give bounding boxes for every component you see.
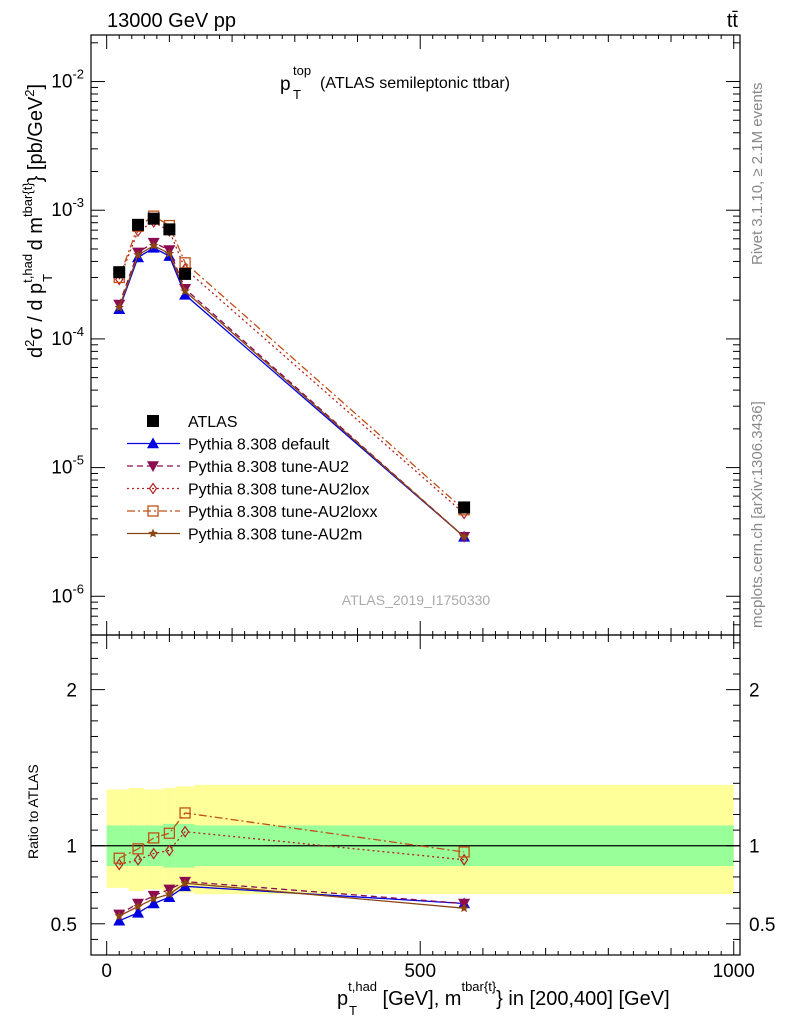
ratio-point (148, 832, 160, 844)
ratio-point (163, 827, 176, 839)
bottom-y-axis-label: Ratio to ATLAS (25, 764, 41, 859)
data-point (458, 501, 471, 514)
y-tick-label-right: 1 (749, 837, 760, 858)
y-tick-label: 2 (66, 681, 77, 702)
ratio-point (149, 847, 158, 860)
top-panel: 10-6 10-5 10-4 10-3 10-2 (51, 34, 741, 636)
data-point (133, 249, 143, 259)
series-line (118, 215, 465, 511)
data-point (163, 223, 176, 236)
data-point (132, 218, 145, 231)
series-line (118, 221, 465, 514)
ratio-point (149, 893, 159, 903)
ratio-point (180, 878, 190, 888)
ratio-point (133, 901, 143, 911)
y-tick-label-right: 0.5 (749, 915, 775, 936)
top-y-axis-label: d2σ / d pt,had T d mtbar{t}} [pb/GeV2] (20, 84, 55, 358)
data-point (179, 267, 192, 280)
data-point (180, 286, 190, 296)
ratio-series-line (118, 812, 465, 859)
legend-label: Pythia 8.308 default (188, 437, 330, 454)
legend-label: Pythia 8.308 tune-AU2 (188, 459, 349, 476)
data-point (164, 248, 175, 258)
legend: ATLAS Pythia 8.308 default Pythia 8.308 tu… (127, 414, 377, 544)
rivet-version-label: Rivet 3.1.10, ≥ 2.1M events (749, 83, 766, 266)
y-tick-label: 0.5 (51, 915, 77, 936)
data-point (113, 266, 126, 279)
ratio-point (459, 853, 469, 866)
ratio-point (458, 846, 470, 858)
y-tick-label-right: 2 (749, 681, 760, 702)
title-superscript: top (293, 63, 311, 78)
legend-marker (147, 505, 159, 517)
ratio-point (180, 825, 190, 838)
analysis-watermark: ATLAS_2019_I1750330 (342, 592, 491, 608)
data-point (147, 212, 160, 225)
data-point (179, 257, 191, 269)
legend-label: Pythia 8.308 tune-AU2m (188, 527, 362, 544)
y-tick-label: 10-3 (51, 195, 84, 221)
panel-frame (90, 634, 741, 956)
ratio-point (113, 852, 125, 864)
y-tick-label: 10-6 (51, 581, 84, 607)
legend-marker (148, 528, 158, 538)
data-point (149, 240, 159, 250)
x-tick-label: 1000 (713, 961, 755, 982)
legend-label: ATLAS (188, 414, 238, 431)
series-line (118, 247, 465, 538)
x-tick-label: 0 (101, 961, 112, 982)
title-symbol: p (280, 74, 291, 95)
title-subscript: T (293, 87, 301, 102)
ratio-point (133, 853, 143, 866)
legend-marker (147, 461, 159, 472)
data-point (114, 302, 124, 312)
y-tick-label: 10-5 (51, 453, 84, 479)
series-line (118, 241, 465, 538)
legend-marker (147, 437, 159, 449)
ratio-series-line (118, 880, 465, 915)
legend-marker (147, 415, 159, 427)
y-tick-label: 1 (66, 837, 77, 858)
header-process-label: tt̄ (727, 10, 739, 32)
x-tick-label: 500 (404, 961, 436, 982)
y-tick-label: 10-4 (51, 324, 84, 350)
data-point (459, 531, 469, 541)
title-description: (ATLAS semileptonic ttbar) (320, 75, 510, 92)
ratio-point (179, 807, 191, 819)
ratio-point (132, 843, 144, 855)
ratio-point (163, 891, 176, 903)
mcplots-label: mcplots.cern.ch [arXiv:1306.3436] (749, 401, 766, 628)
series-line (118, 244, 465, 538)
y-tick-label: 10-2 (51, 67, 84, 93)
ratio-point (459, 903, 469, 913)
panel-frame (90, 34, 741, 636)
legend-marker (148, 482, 158, 495)
ratio-point (132, 906, 145, 918)
header-energy-label: 13000 GeV pp (107, 10, 236, 32)
legend-label: Pythia 8.308 tune-AU2lox (188, 482, 369, 499)
ratio-point (114, 911, 124, 920)
ratio-panel: 0.5 0.5 1 1 2 2 0 500 1000 (51, 634, 775, 982)
bottom-x-axis-label: pt,had T [GeV], mtbar{t}} in [200,400] [G… (337, 979, 670, 1018)
ratio-point (164, 889, 175, 899)
ratio-point (165, 844, 174, 857)
ratio-point (147, 897, 160, 909)
ratio-series-line (118, 882, 465, 917)
legend-label: Pythia 8.308 tune-AU2loxx (188, 504, 377, 521)
plot-title: p top T (ATLAS semileptonic ttbar) (280, 63, 510, 102)
